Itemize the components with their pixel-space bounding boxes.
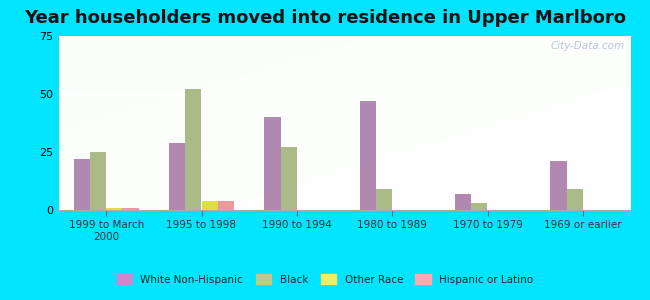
Bar (359, 101, 376, 210)
Bar (265, 117, 281, 210)
Bar (567, 189, 583, 210)
Bar (455, 194, 471, 210)
Bar (122, 208, 138, 210)
Text: Year householders moved into residence in Upper Marlboro: Year householders moved into residence i… (24, 9, 626, 27)
Text: City-Data.com: City-Data.com (551, 41, 625, 51)
Bar (106, 208, 122, 210)
Bar (551, 161, 567, 210)
Bar (376, 189, 392, 210)
Bar (218, 201, 234, 210)
Bar (169, 143, 185, 210)
Bar (281, 147, 297, 210)
Bar (73, 159, 90, 210)
Bar (185, 89, 202, 210)
Bar (471, 203, 488, 210)
Bar (90, 152, 106, 210)
Bar (202, 201, 218, 210)
Legend: White Non-Hispanic, Black, Other Race, Hispanic or Latino: White Non-Hispanic, Black, Other Race, H… (112, 270, 538, 289)
